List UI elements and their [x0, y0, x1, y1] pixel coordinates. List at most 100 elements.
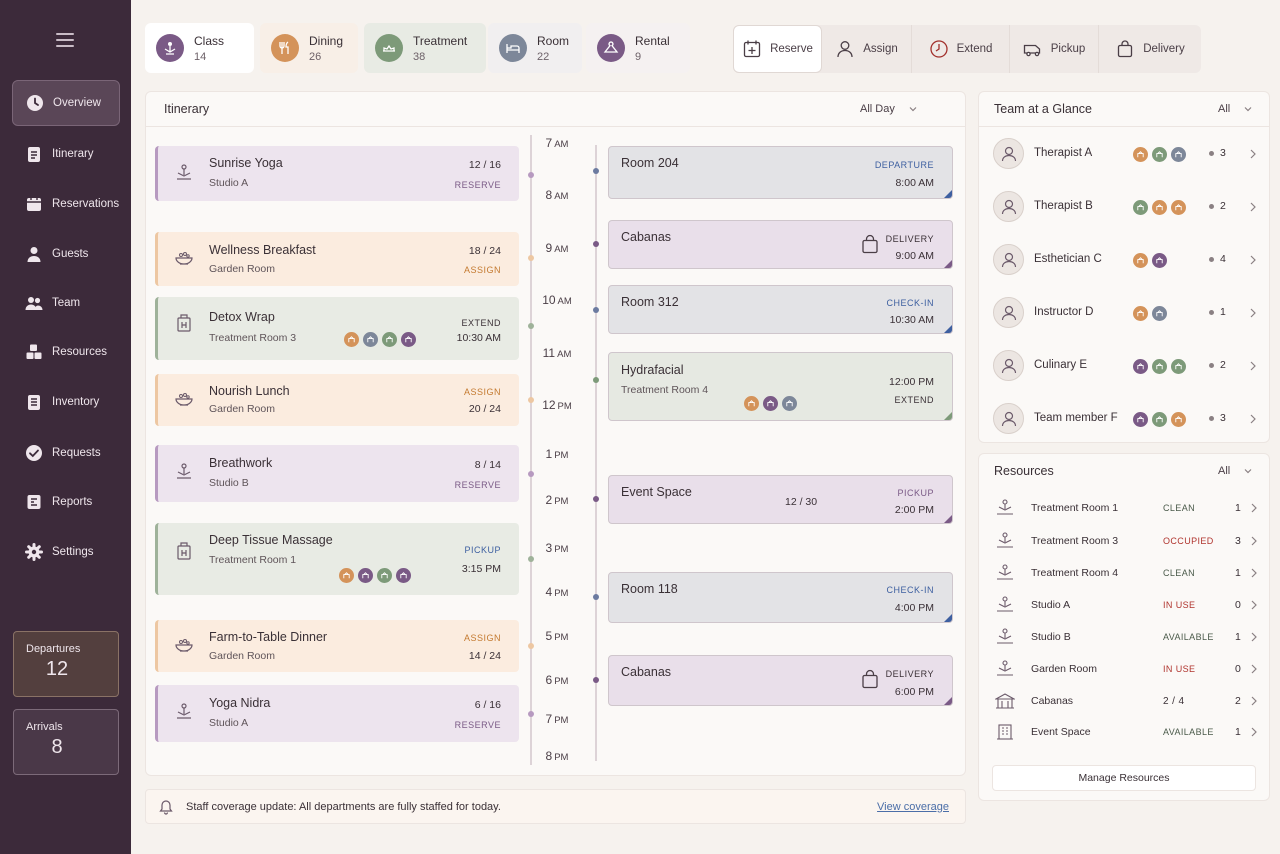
role-icon: [1133, 412, 1148, 427]
avatar: [993, 191, 1024, 222]
pickup-button[interactable]: Pickup: [1010, 25, 1099, 73]
avatar: [993, 403, 1024, 434]
team-member-row[interactable]: Esthetician C 4: [993, 238, 1259, 282]
delivery-button[interactable]: Delivery: [1099, 25, 1201, 73]
resource-row[interactable]: Treatment Room 1 CLEAN 1: [995, 493, 1257, 523]
event-corner: [944, 412, 952, 420]
tab-class[interactable]: Class 14: [145, 23, 254, 73]
sidebar-item-itinerary[interactable]: Itinerary: [12, 131, 120, 177]
event-tag: DELIVERY: [885, 669, 934, 679]
report-icon: [27, 495, 41, 509]
departures-stat[interactable]: Departures 12: [13, 631, 119, 697]
sidebar-item-reports[interactable]: Reports: [12, 479, 120, 525]
team-filter-dropdown[interactable]: All: [1218, 103, 1253, 115]
resource-name: Treatment Room 1: [1031, 502, 1119, 514]
meditation-icon: [177, 463, 191, 479]
team-member-name: Instructor D: [1034, 306, 1094, 318]
chevron-right-icon: [1251, 568, 1257, 578]
itinerary-card-deep-tissue-massage[interactable]: Deep Tissue Massage Treatment Room 1 PIC…: [155, 523, 519, 595]
event-corner: [944, 515, 952, 523]
filter-label: All: [1218, 465, 1231, 477]
team-panel: [978, 91, 1270, 443]
resource-row[interactable]: Studio A IN USE 0: [995, 590, 1257, 620]
studio-icon: [997, 596, 1013, 612]
itinerary-filter-dropdown[interactable]: All Day: [860, 103, 918, 115]
pickup-label: Pickup: [1050, 43, 1086, 55]
event-hydrafacial[interactable]: Hydrafacial Treatment Room 4 12:00 PM EX…: [608, 352, 953, 421]
sidebar-item-guests[interactable]: Guests: [12, 231, 120, 277]
resource-row[interactable]: Event Space AVAILABLE 1: [995, 717, 1257, 747]
event-cabanas-morning[interactable]: Cabanas DELIVERY 9:00 AM: [608, 220, 953, 269]
team-member-name: Esthetician C: [1034, 253, 1102, 265]
manage-resources-button[interactable]: Manage Resources: [992, 765, 1256, 791]
event-room-204[interactable]: Room 204 DEPARTURE 8:00 AM: [608, 146, 953, 199]
role-badges: [1133, 306, 1167, 321]
team-member-row[interactable]: Culinary E 2: [993, 344, 1259, 388]
staff-icon: [382, 332, 397, 347]
tab-room[interactable]: Room 22: [488, 23, 582, 73]
event-room-118[interactable]: Room 118 CHECK-IN 4:00 PM: [608, 572, 953, 623]
sidebar-item-reservations[interactable]: Reservations: [12, 181, 120, 227]
action-toolbar: Reserve Assign Extend Pickup Delivery: [733, 25, 1201, 73]
event-name: Room 312: [621, 295, 679, 309]
tab-label: Room: [537, 33, 570, 48]
tab-treatment[interactable]: Treatment 38: [364, 23, 486, 73]
resource-row[interactable]: Treatment Room 4 CLEAN 1: [995, 558, 1257, 588]
team-member-row[interactable]: Therapist A 3: [993, 132, 1259, 176]
menu-icon[interactable]: [56, 33, 74, 47]
timeline-dot: [528, 471, 534, 477]
hour-label: 11 AM: [542, 346, 572, 360]
view-coverage-link[interactable]: View coverage: [877, 801, 949, 813]
team-member-row[interactable]: Instructor D 1: [993, 291, 1259, 335]
resource-count: 0: [1235, 663, 1241, 675]
sidebar-item-team[interactable]: Team: [12, 280, 120, 326]
resource-count: 1: [1235, 502, 1241, 514]
sidebar-item-resources[interactable]: Resources: [12, 329, 120, 375]
resource-row[interactable]: Treatment Room 3 OCCUPIED 3: [995, 526, 1257, 556]
assign-label: Assign: [863, 43, 898, 55]
sidebar-item-settings[interactable]: Settings: [12, 529, 120, 575]
team-member-row[interactable]: Therapist B 2: [993, 185, 1259, 229]
sidebar-item-requests[interactable]: Requests: [12, 430, 120, 476]
itinerary-card-nourish-lunch[interactable]: Nourish Lunch Garden Room ASSIGN 20 / 24: [155, 374, 519, 426]
person-outline-icon: [1001, 252, 1016, 267]
timeline-dot: [528, 172, 534, 178]
resource-status: IN USE: [1163, 664, 1196, 674]
timeline-dot: [528, 711, 534, 717]
resources-filter-dropdown[interactable]: All: [1218, 465, 1253, 477]
resource-status: OCCUPIED: [1163, 536, 1214, 546]
person-outline-icon: [1001, 305, 1016, 320]
event-event-space[interactable]: Event Space 12 / 30 PICKUP 2:00 PM: [608, 475, 953, 524]
card-name: Wellness Breakfast: [209, 243, 316, 257]
itinerary-card-wellness-breakfast[interactable]: Wellness Breakfast Garden Room 18 / 24 A…: [155, 232, 519, 286]
treatment-table-icon: [997, 499, 1013, 515]
event-capacity: 12 / 30: [785, 496, 818, 508]
sidebar-item-overview[interactable]: Overview: [12, 80, 120, 126]
tab-rental[interactable]: Rental 9: [586, 23, 690, 73]
card-location: Garden Room: [209, 650, 275, 662]
tab-dining[interactable]: Dining 26: [260, 23, 358, 73]
event-cabanas-evening[interactable]: Cabanas DELIVERY 6:00 PM: [608, 655, 953, 706]
role-icon: [1152, 306, 1167, 321]
itinerary-card-farm-to-table-dinner[interactable]: Farm-to-Table Dinner Garden Room ASSIGN …: [155, 620, 519, 672]
reserve-button[interactable]: Reserve: [733, 25, 822, 73]
card-capacity: 14 / 24: [468, 650, 501, 662]
sidebar-item-inventory[interactable]: Inventory: [12, 379, 120, 425]
arrivals-stat[interactable]: Arrivals 8: [13, 709, 119, 775]
resource-row[interactable]: Cabanas 2 / 4 2: [995, 686, 1257, 716]
resource-row[interactable]: Garden Room IN USE 0: [995, 654, 1257, 684]
itinerary-card-sunrise-yoga[interactable]: Sunrise Yoga Studio A 12 / 16 RESERVE: [155, 146, 519, 201]
sidebar-item-label: Requests: [52, 447, 101, 459]
sidebar-item-label: Reservations: [52, 198, 120, 210]
itinerary-card-yoga-nidra[interactable]: Yoga Nidra Studio A 6 / 16 RESERVE: [155, 685, 519, 742]
team-member-name: Therapist B: [1034, 200, 1093, 212]
itinerary-card-breathwork[interactable]: Breathwork Studio B 8 / 14 RESERVE: [155, 445, 519, 502]
arrivals-count: 8: [51, 736, 63, 758]
event-room-312[interactable]: Room 312 CHECK-IN 10:30 AM: [608, 285, 953, 334]
team-member-row[interactable]: Team member F 3: [993, 397, 1259, 441]
resource-row[interactable]: Studio B AVAILABLE 1: [995, 622, 1257, 652]
chevron-right-icon: [1250, 202, 1256, 212]
itinerary-card-detox-wrap[interactable]: Detox Wrap Treatment Room 3 EXTEND 10:30…: [155, 297, 519, 360]
extend-button[interactable]: Extend: [912, 25, 1010, 73]
assign-button[interactable]: Assign: [822, 25, 912, 73]
